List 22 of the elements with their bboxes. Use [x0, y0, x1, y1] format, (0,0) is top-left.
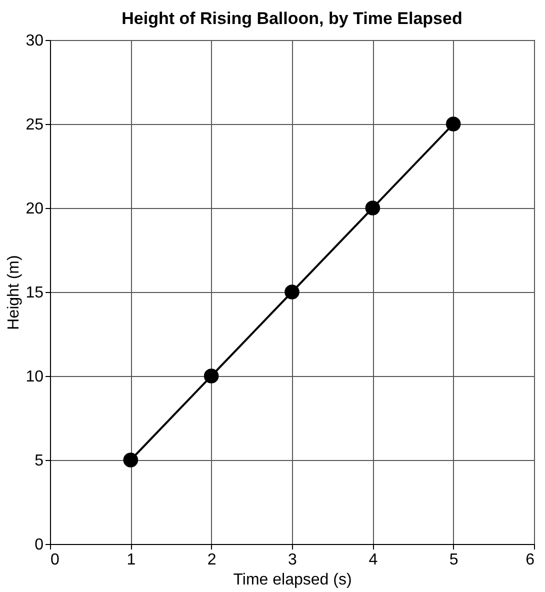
point — [123, 452, 138, 468]
y-tick-label: 5 — [34, 452, 44, 470]
chart-title: Height of Rising Balloon, by Time Elapsed — [122, 9, 462, 28]
x-tick-label: 3 — [288, 552, 298, 568]
y-tick-label: 10 — [26, 368, 44, 386]
y-tick-label: 15 — [26, 284, 44, 302]
point — [204, 368, 219, 384]
x-axis-title: Time elapsed (s) — [233, 572, 352, 588]
x-tick-label: 2 — [207, 552, 216, 568]
y-tick-label: 25 — [26, 116, 44, 134]
y-tick-label: 20 — [26, 200, 44, 218]
x-tick-label: 5 — [449, 552, 458, 568]
y-axis-title: Height (m) — [6, 255, 23, 330]
x-tick-label: 6 — [526, 552, 535, 568]
point — [284, 284, 300, 300]
y-tick-label: 0 — [34, 536, 44, 554]
x-tick-label: 0 — [50, 552, 60, 568]
x-tick-label: 1 — [126, 552, 136, 568]
point — [446, 116, 461, 132]
x-tick-label: 4 — [368, 552, 378, 568]
y-tick-label: 30 — [26, 32, 44, 50]
point — [365, 200, 380, 216]
